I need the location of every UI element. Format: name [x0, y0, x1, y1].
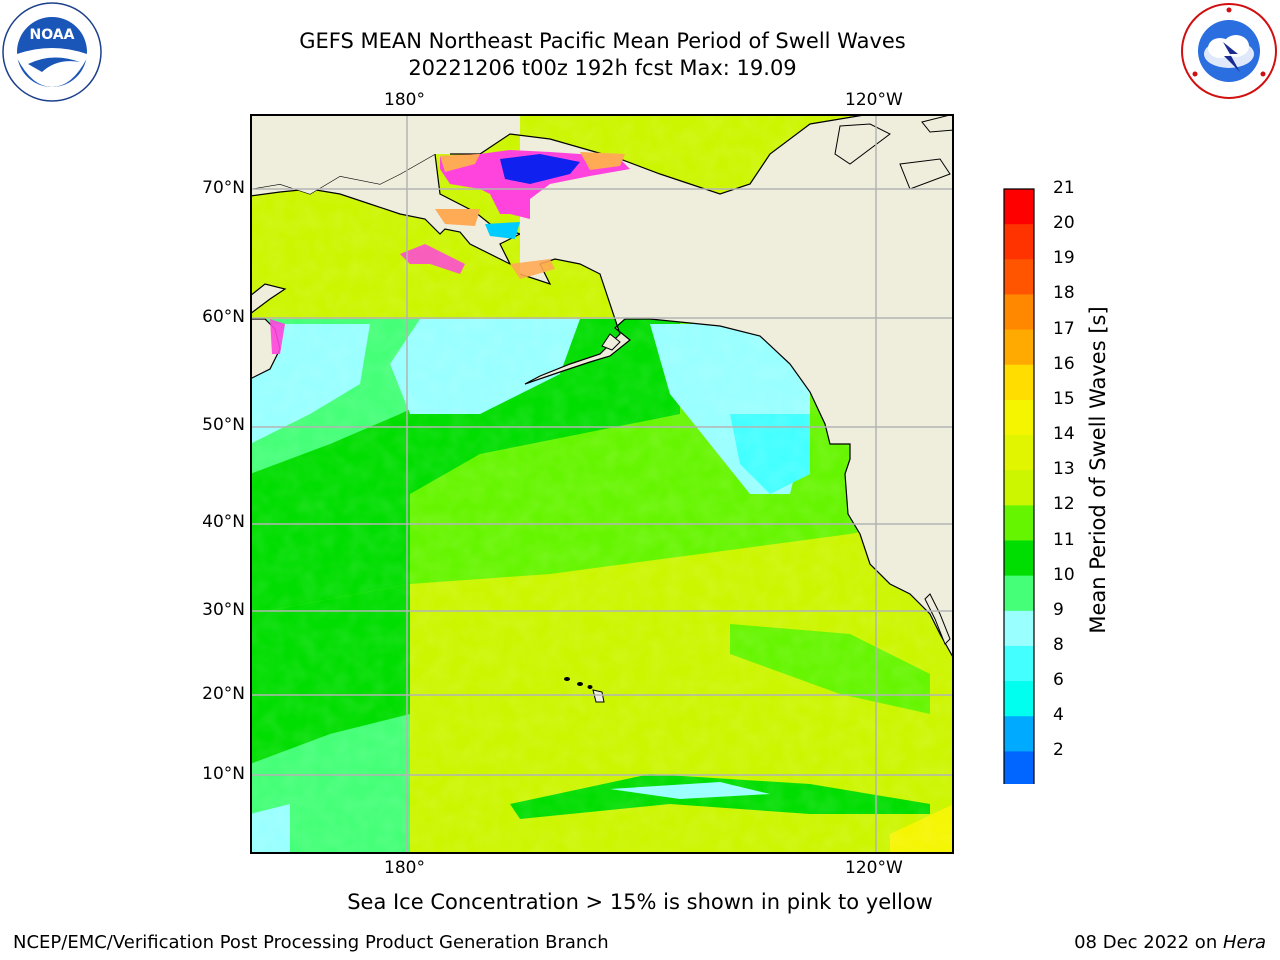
- map-canvas: [250, 114, 954, 854]
- colorbar-tick-label: 15: [1053, 388, 1075, 409]
- colorbar-tick-label: 18: [1053, 283, 1075, 304]
- pacific-coastline: [625, 318, 954, 660]
- footer-host: Hera: [1222, 932, 1266, 953]
- arctic-island-3: [921, 114, 954, 133]
- sea-ice-core: [500, 154, 580, 184]
- kamchatka-land: [250, 283, 287, 315]
- colorbar-swatch: [1004, 329, 1034, 366]
- forecast-map: [250, 114, 954, 854]
- colorbar-swatch: [1004, 435, 1034, 471]
- sea-ice-caption: Sea Ice Concentration > 15% is shown in …: [347, 890, 933, 914]
- nws-logo: [1180, 2, 1278, 100]
- lat-label-40n: 40°N: [202, 512, 245, 532]
- colorbar-swatch: [1004, 610, 1034, 647]
- arctic-land-west: [250, 114, 450, 194]
- sea-ice-kamchatka: [270, 319, 285, 354]
- lon-label-bottom-180: 180°: [384, 858, 425, 878]
- north-america-fill: [450, 114, 954, 659]
- arctic-coastline: [450, 114, 871, 195]
- colorbar: [1003, 188, 1035, 816]
- sea-ice-cyan: [485, 222, 520, 239]
- kodiak-island: [601, 333, 621, 351]
- lon-label-bottom-120w: 120°W: [845, 858, 903, 878]
- sea-ice-orange-3: [580, 152, 625, 170]
- colorbar-swatch: [1004, 540, 1034, 577]
- chart-title: GEFS MEAN Northeast Pacific Mean Period …: [299, 29, 906, 53]
- colorbar-tick-label: 6: [1053, 670, 1064, 691]
- colorbar-tick-label: 19: [1053, 248, 1075, 269]
- footer-date-text: 08 Dec 2022 on: [1074, 932, 1223, 953]
- graticule: [250, 114, 954, 854]
- colorbar-swatch: [1004, 470, 1034, 506]
- lon-label-top-120w: 120°W: [845, 90, 903, 110]
- colorbar-tick-label: 4: [1053, 705, 1064, 726]
- noaa-logo-icon: NOAA: [2, 2, 102, 102]
- lat-label-70n: 70°N: [202, 178, 245, 198]
- sea-ice-orange-2: [435, 209, 480, 226]
- arctic-island-2: [899, 158, 951, 190]
- colorbar-swatch: [1004, 575, 1034, 612]
- lat-label-60n: 60°N: [202, 307, 245, 327]
- colorbar-swatch: [1004, 224, 1034, 260]
- sea-ice-pink: [440, 150, 630, 219]
- lat-label-30n: 30°N: [202, 600, 245, 620]
- baja-peninsula: [924, 593, 951, 645]
- colorbar-tick-label: 13: [1053, 459, 1075, 480]
- colorbar-swatch: [1004, 189, 1034, 225]
- lat-label-10n: 10°N: [202, 764, 245, 784]
- colorbar-tick-label: 12: [1053, 494, 1075, 515]
- colorbar-tick-label: 8: [1053, 634, 1064, 655]
- colorbar-swatch: [1004, 294, 1034, 331]
- chart-subtitle: 20221206 t00z 192h fcst Max: 19.09: [408, 56, 797, 80]
- nws-logo-icon: [1181, 3, 1277, 99]
- colorbar-swatch: [1004, 681, 1034, 717]
- lon-label-top-180: 180°: [384, 90, 425, 110]
- colorbar-tick-label: 9: [1053, 599, 1064, 620]
- sea-ice-orange-1: [440, 154, 480, 172]
- colorbar-tick-label: 17: [1053, 318, 1075, 339]
- colorbar-swatch: [1004, 645, 1034, 682]
- noaa-logo-text: NOAA: [30, 27, 75, 43]
- sea-ice-bering-edge: [400, 244, 465, 274]
- colorbar-tick-label: 21: [1053, 178, 1075, 198]
- colorbar-swatch: [1004, 399, 1034, 436]
- colorbar-swatches: [1003, 188, 1035, 816]
- colorbar-tick-label: 11: [1053, 529, 1075, 550]
- footer-date: 08 Dec 2022 on Hera: [1074, 932, 1266, 953]
- colorbar-tick-label: 14: [1053, 424, 1075, 445]
- colorbar-swatch: [1004, 364, 1034, 401]
- colorbar-tick-label: 16: [1053, 353, 1075, 374]
- colorbar-swatch: [1004, 505, 1034, 541]
- noaa-logo: NOAA: [2, 2, 102, 102]
- sea-ice-bering-orange: [510, 259, 555, 279]
- footer-credit: NCEP/EMC/Verification Post Processing Pr…: [13, 932, 609, 953]
- colorbar-tick-label: 10: [1053, 564, 1075, 585]
- colorbar-tick-label: 20: [1053, 213, 1075, 234]
- colorbar-swatch: [1004, 716, 1034, 752]
- lat-label-50n: 50°N: [202, 415, 245, 435]
- colorbar-title: Mean Period of Swell Waves [s]: [1086, 306, 1110, 634]
- map-frame: [250, 114, 954, 854]
- lat-label-20n: 20°N: [202, 684, 245, 704]
- colorbar-swatch: [1004, 751, 1034, 788]
- colorbar-swatch: [1004, 259, 1034, 295]
- hawaii-islands: [564, 677, 605, 703]
- colorbar-tick-label: 2: [1053, 740, 1064, 761]
